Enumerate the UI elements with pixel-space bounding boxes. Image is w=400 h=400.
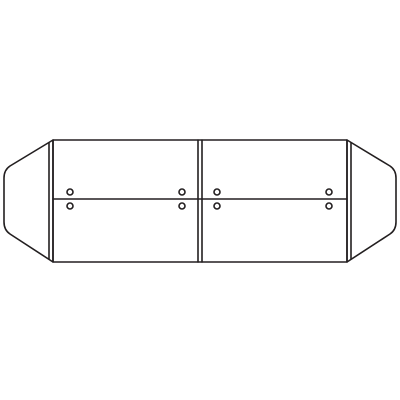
main-body-outline (52, 139, 348, 263)
left-end-cap (3, 139, 54, 263)
mounting-hole (178, 188, 186, 196)
mounting-hole (66, 202, 74, 210)
mounting-hole (213, 202, 221, 210)
mounting-hole (325, 188, 333, 196)
mounting-hole (325, 202, 333, 210)
mounting-hole (213, 188, 221, 196)
mounting-hole (66, 188, 74, 196)
right-end-cap (346, 139, 397, 263)
mounting-hole (178, 202, 186, 210)
